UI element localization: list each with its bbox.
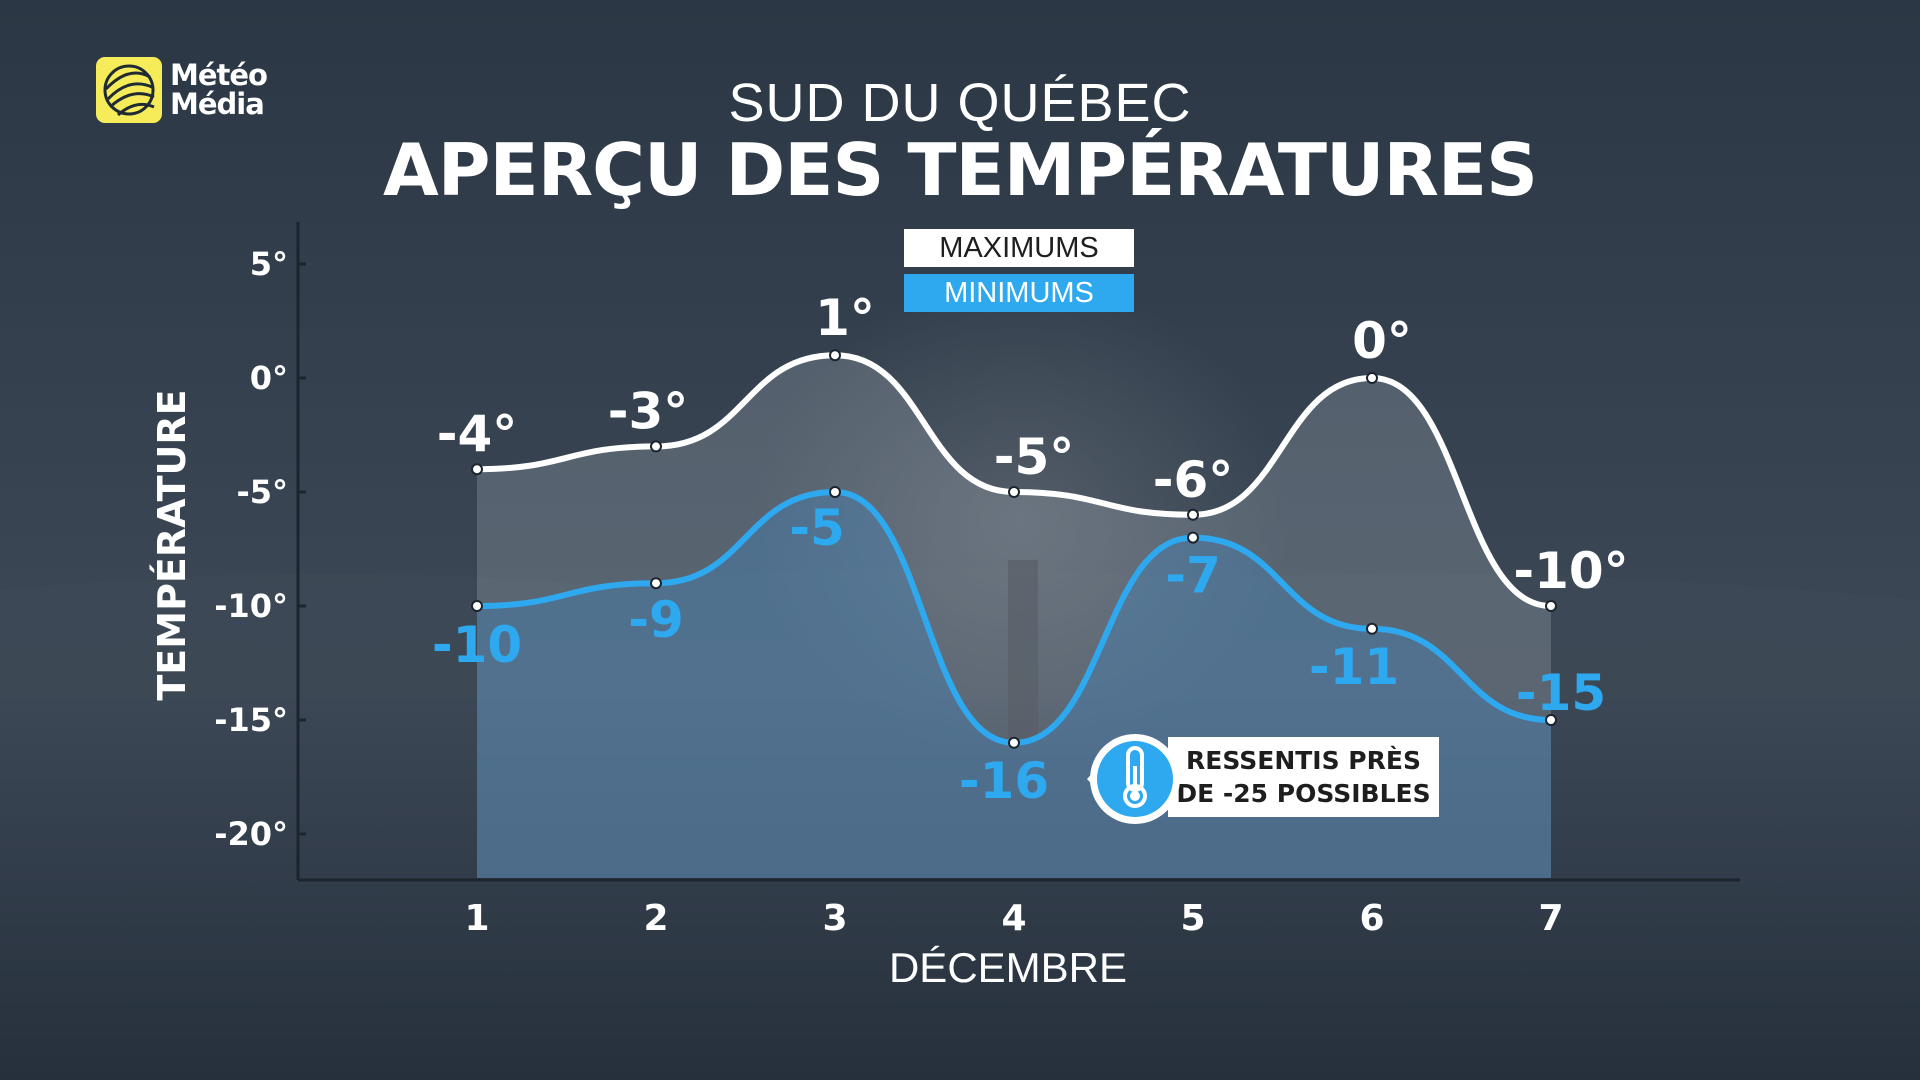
x-tick-label: 1 <box>464 898 489 939</box>
thermometer-icon <box>1087 734 1180 824</box>
y-tick-label: -20° <box>214 815 288 853</box>
max-value-label: -4° <box>437 405 518 463</box>
y-tick-label: -5° <box>236 473 288 511</box>
x-tick-label: 2 <box>643 898 668 939</box>
brand-wordmark: Météo Média <box>170 58 268 121</box>
min-value-label: -15 <box>1516 664 1606 722</box>
min-value-label: -11 <box>1309 638 1399 696</box>
min-data-point <box>1366 622 1378 635</box>
max-data-point <box>1545 600 1557 612</box>
legend-minimums: MINIMUMS <box>904 274 1134 312</box>
x-tick-label: 3 <box>822 898 847 939</box>
max-value-label: -3° <box>608 382 689 440</box>
y-axis-title: TEMPÉRATURE <box>150 389 194 700</box>
min-value-label: -5 <box>789 499 845 557</box>
max-value-label: 0° <box>1352 312 1412 370</box>
callout-line-1: RESSENTIS PRÈS <box>1186 746 1421 775</box>
brand-line-2: Média <box>170 87 265 121</box>
x-axis-title: DÉCEMBRE <box>889 944 1127 991</box>
callout-line-2: DE -25 POSSIBLES <box>1176 779 1431 808</box>
min-data-point <box>471 600 483 612</box>
max-data-point <box>1366 372 1378 384</box>
y-tick-label: -15° <box>214 701 288 739</box>
min-value-label: -7 <box>1165 547 1221 605</box>
max-series-line <box>476 352 1552 609</box>
min-data-point <box>829 486 841 498</box>
y-tick-label: -10° <box>214 587 288 625</box>
legend-maximums: MAXIMUMS <box>904 229 1134 267</box>
max-data-point <box>1187 508 1199 521</box>
max-data-point <box>650 440 662 453</box>
min-value-label: -16 <box>959 752 1049 810</box>
meteomedia-globe-icon <box>96 57 162 123</box>
y-tick-label: 5° <box>250 245 288 283</box>
x-tick-label: 5 <box>1180 898 1205 939</box>
min-value-label: -10 <box>432 616 522 674</box>
x-tick-label: 6 <box>1359 898 1384 939</box>
max-data-point <box>829 349 841 362</box>
min-data-point <box>1008 736 1020 749</box>
chart-subtitle: SUD DU QUÉBEC <box>728 73 1192 133</box>
max-value-label: -5° <box>994 428 1075 486</box>
min-data-point <box>1187 531 1199 544</box>
wind-chill-callout: RESSENTIS PRÈS DE -25 POSSIBLES <box>1168 737 1439 817</box>
min-data-point <box>1545 714 1557 726</box>
x-tick-label: 4 <box>1001 898 1026 939</box>
max-data-point <box>1008 486 1020 498</box>
min-data-point <box>650 577 662 590</box>
brand-logo: Météo Média <box>96 57 268 123</box>
max-data-point <box>471 463 483 476</box>
y-tick-label: 0° <box>250 359 288 397</box>
max-value-label: 1° <box>815 289 875 347</box>
brand-line-1: Météo <box>170 58 268 92</box>
chart-title: APERÇU DES TEMPÉRATURES <box>383 128 1538 212</box>
min-value-label: -9 <box>628 591 684 649</box>
max-value-label: -10° <box>1513 542 1628 600</box>
max-value-label: -6° <box>1153 451 1234 509</box>
x-tick-label: 7 <box>1538 898 1563 939</box>
